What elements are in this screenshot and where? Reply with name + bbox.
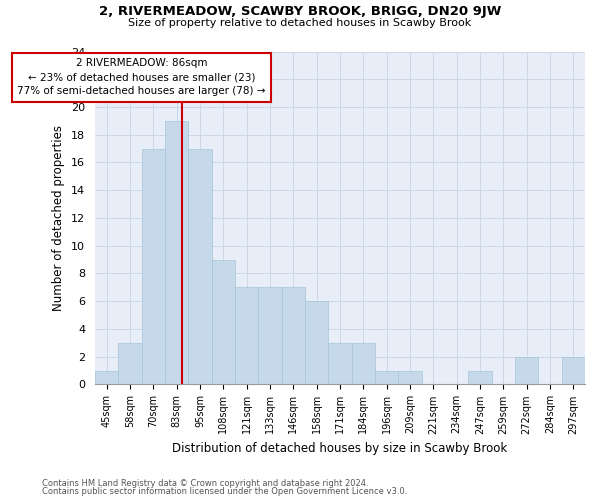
Y-axis label: Number of detached properties: Number of detached properties bbox=[52, 125, 65, 311]
Bar bbox=[328, 343, 352, 384]
Bar bbox=[469, 370, 491, 384]
Bar bbox=[142, 148, 165, 384]
Text: Contains HM Land Registry data © Crown copyright and database right 2024.: Contains HM Land Registry data © Crown c… bbox=[42, 478, 368, 488]
Bar bbox=[281, 288, 305, 384]
Bar bbox=[259, 288, 281, 384]
Bar bbox=[165, 121, 188, 384]
Bar bbox=[235, 288, 259, 384]
Text: 2, RIVERMEADOW, SCAWBY BROOK, BRIGG, DN20 9JW: 2, RIVERMEADOW, SCAWBY BROOK, BRIGG, DN2… bbox=[99, 5, 501, 18]
Bar bbox=[375, 370, 398, 384]
Text: Size of property relative to detached houses in Scawby Brook: Size of property relative to detached ho… bbox=[128, 18, 472, 28]
Bar bbox=[212, 260, 235, 384]
Bar bbox=[515, 356, 538, 384]
Bar bbox=[95, 370, 118, 384]
Bar bbox=[398, 370, 422, 384]
Text: Contains public sector information licensed under the Open Government Licence v3: Contains public sector information licen… bbox=[42, 487, 407, 496]
X-axis label: Distribution of detached houses by size in Scawby Brook: Distribution of detached houses by size … bbox=[172, 442, 508, 455]
Text: 2 RIVERMEADOW: 86sqm
← 23% of detached houses are smaller (23)
77% of semi-detac: 2 RIVERMEADOW: 86sqm ← 23% of detached h… bbox=[17, 58, 266, 96]
Bar bbox=[562, 356, 585, 384]
Bar bbox=[188, 148, 212, 384]
Bar bbox=[305, 301, 328, 384]
Bar bbox=[118, 343, 142, 384]
Bar bbox=[352, 343, 375, 384]
